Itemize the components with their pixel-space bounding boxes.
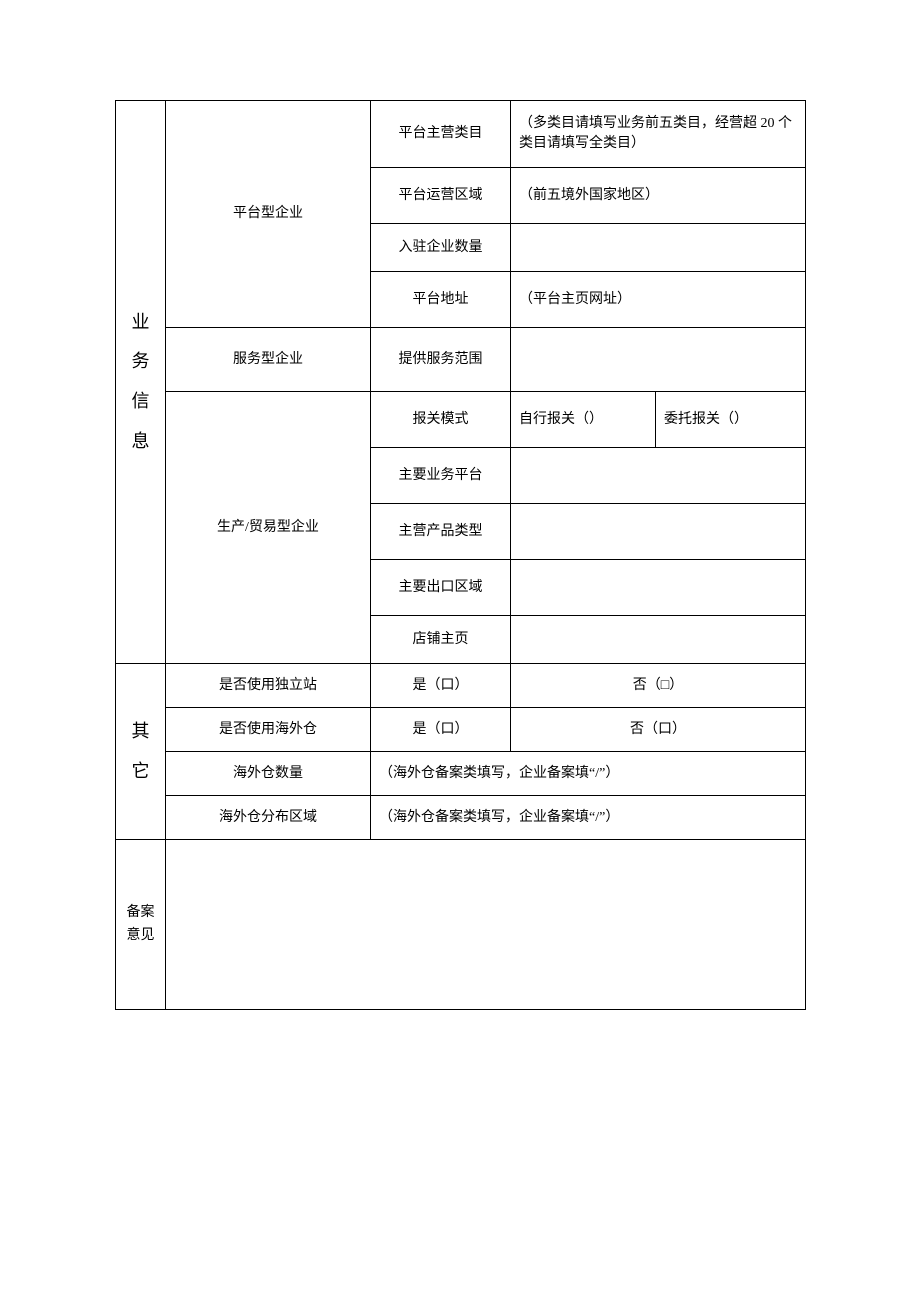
section-opinion-label: 备案意见 bbox=[116, 898, 165, 951]
row-indep-site-label: 是否使用独立站 bbox=[166, 664, 371, 708]
row-wh-region-value[interactable]: （海外仓备案类填写，企业备案填“/”） bbox=[371, 796, 806, 840]
group-service: 服务型企业 bbox=[166, 328, 371, 392]
row-product-type-value[interactable] bbox=[511, 504, 806, 560]
section-business-label: 业务信息 bbox=[132, 312, 150, 451]
row-service-scope-value[interactable] bbox=[511, 328, 806, 392]
row-main-platform-label: 主要业务平台 bbox=[371, 448, 511, 504]
registration-form-table: 业务信息 平台型企业 平台主营类目 （多类目请填写业务前五类目，经营超 20 个… bbox=[115, 100, 806, 1010]
row-main-platform-value[interactable] bbox=[511, 448, 806, 504]
row-platform-region-value[interactable]: （前五境外国家地区） bbox=[511, 168, 806, 224]
row-platform-category-label: 平台主营类目 bbox=[371, 101, 511, 168]
row-platform-category-value[interactable]: （多类目请填写业务前五类目，经营超 20 个类目请填写全类目） bbox=[511, 101, 806, 168]
row-indep-site-no[interactable]: 否（□） bbox=[511, 664, 806, 708]
row-overseas-wh-yes[interactable]: 是（口） bbox=[371, 708, 511, 752]
group-platform: 平台型企业 bbox=[166, 101, 371, 328]
row-customs-mode-label: 报关模式 bbox=[371, 392, 511, 448]
row-platform-enterprises-value[interactable] bbox=[511, 224, 806, 272]
row-platform-url-value[interactable]: （平台主页网址） bbox=[511, 272, 806, 328]
row-service-scope-label: 提供服务范围 bbox=[371, 328, 511, 392]
group-platform-label: 平台型企业 bbox=[166, 200, 370, 228]
row-wh-count-label: 海外仓数量 bbox=[166, 752, 371, 796]
row-product-type-label: 主营产品类型 bbox=[371, 504, 511, 560]
row-indep-site-yes[interactable]: 是（口） bbox=[371, 664, 511, 708]
row-platform-enterprises-label: 入驻企业数量 bbox=[371, 224, 511, 272]
row-wh-region-label: 海外仓分布区域 bbox=[166, 796, 371, 840]
group-trade: 生产/贸易型企业 bbox=[166, 392, 371, 664]
section-opinion: 备案意见 bbox=[116, 840, 166, 1010]
row-shop-home-label: 店铺主页 bbox=[371, 616, 511, 664]
row-shop-home-value[interactable] bbox=[511, 616, 806, 664]
row-overseas-wh-no[interactable]: 否（口） bbox=[511, 708, 806, 752]
section-business: 业务信息 bbox=[116, 101, 166, 664]
row-customs-mode-self[interactable]: 自行报关（） bbox=[511, 392, 656, 448]
row-export-region-label: 主要出口区域 bbox=[371, 560, 511, 616]
row-platform-region-label: 平台运营区域 bbox=[371, 168, 511, 224]
row-platform-url-label: 平台地址 bbox=[371, 272, 511, 328]
section-other: 其它 bbox=[116, 664, 166, 840]
section-other-label: 其它 bbox=[132, 721, 150, 781]
row-customs-mode-delegate[interactable]: 委托报关（） bbox=[656, 392, 806, 448]
row-overseas-wh-label: 是否使用海外仓 bbox=[166, 708, 371, 752]
opinion-value[interactable] bbox=[166, 840, 806, 1010]
row-export-region-value[interactable] bbox=[511, 560, 806, 616]
row-wh-count-value[interactable]: （海外仓备案类填写，企业备案填“/”） bbox=[371, 752, 806, 796]
